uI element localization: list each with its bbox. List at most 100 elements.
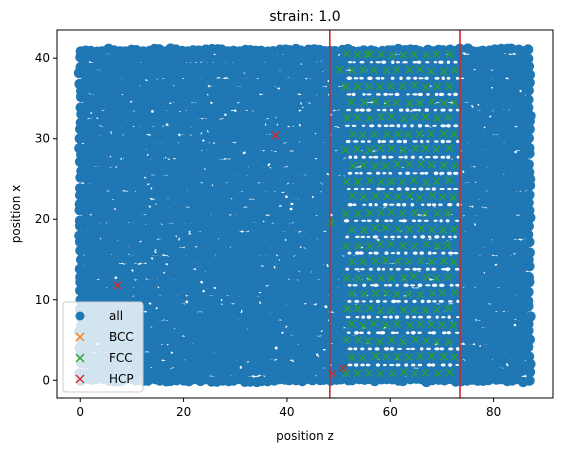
band-gap [344,124,350,127]
void-speck [188,230,191,233]
band-gap [352,203,357,207]
fcc-point [392,65,401,74]
fcc-point [371,162,380,170]
band-gap [347,299,352,303]
fcc-point [381,223,390,232]
fcc-point [366,176,374,185]
band-gap [423,219,429,222]
void-speck [220,298,223,302]
band-gap [347,171,353,175]
band-gap [446,76,451,80]
band-gap [368,251,373,255]
void-speck [477,103,480,106]
all-point [307,279,318,291]
fcc-point [416,160,425,169]
y-tick-label: 40 [35,51,50,65]
band-gap [396,139,402,144]
void-speck [90,112,92,114]
band-gap [354,172,359,175]
band-gap [424,124,430,128]
fcc-point [449,258,458,266]
all-point [524,375,535,386]
fcc-point [342,209,350,218]
fcc-point [348,225,357,234]
band-gap [417,92,423,97]
fcc-point [342,242,350,250]
void-speck [150,109,154,113]
fcc-point [359,321,368,330]
band-gap [426,140,430,143]
band-gap [425,284,431,287]
fcc-point [375,337,384,346]
band-gap [455,76,460,80]
band-gap [426,315,432,319]
fcc-point [404,257,413,266]
band-gap [446,155,451,159]
void-speck [514,150,518,154]
band-gap [447,315,451,319]
band-gap [397,347,402,350]
band-gap [352,140,359,143]
band-gap [454,283,461,287]
legend-entry-hcp: HCP [75,372,134,386]
band-gap [456,299,460,304]
band-gap [369,300,373,303]
band-gap [389,267,393,271]
band-gap [395,331,399,334]
band-gap [418,77,424,80]
fcc-point [405,321,414,330]
fcc-point [398,209,407,218]
fcc-point [371,97,379,106]
all-point [153,117,164,129]
band-gap [376,93,381,96]
band-gap [439,219,443,223]
all-point [524,366,536,378]
band-gap [440,108,446,112]
fcc-point [422,51,431,60]
fcc-point [432,274,441,282]
fcc-point [353,369,362,378]
band-gap [347,363,353,367]
band-gap [440,139,445,144]
fcc-point [387,336,396,344]
fcc-point [449,193,458,202]
all-point [523,351,535,362]
band-gap [449,283,454,287]
band-gap [453,124,459,128]
fcc-point [386,306,395,315]
fcc-point [427,67,435,76]
void-speck [276,123,279,126]
band-gap [410,347,416,351]
fcc-point [383,130,391,139]
void-speck [165,123,169,127]
fcc-point [421,368,429,377]
band-gap [412,315,417,319]
band-gap [420,299,425,304]
void-speck [483,272,485,274]
fcc-point [427,130,435,138]
fcc-point [359,257,367,266]
band-gap [398,172,403,175]
fcc-point [405,99,414,108]
all-point [525,311,536,322]
void-speck [470,104,474,109]
band-gap [456,316,461,319]
all-point [524,167,535,178]
band-gap [361,315,365,319]
band-gap [439,187,445,191]
band-gap [366,93,372,96]
band-gap [440,363,446,367]
band-gap [354,299,360,303]
band-gap [401,219,407,223]
all-point [523,159,534,170]
band-gap [389,347,394,351]
fcc-point [348,130,357,139]
band-gap [440,124,446,128]
void-speck [211,184,214,187]
band-gap [413,235,417,239]
fcc-point [353,145,361,153]
void-speck [474,223,477,226]
band-gap [353,155,358,159]
all-point [103,93,114,105]
all-point [261,311,272,323]
